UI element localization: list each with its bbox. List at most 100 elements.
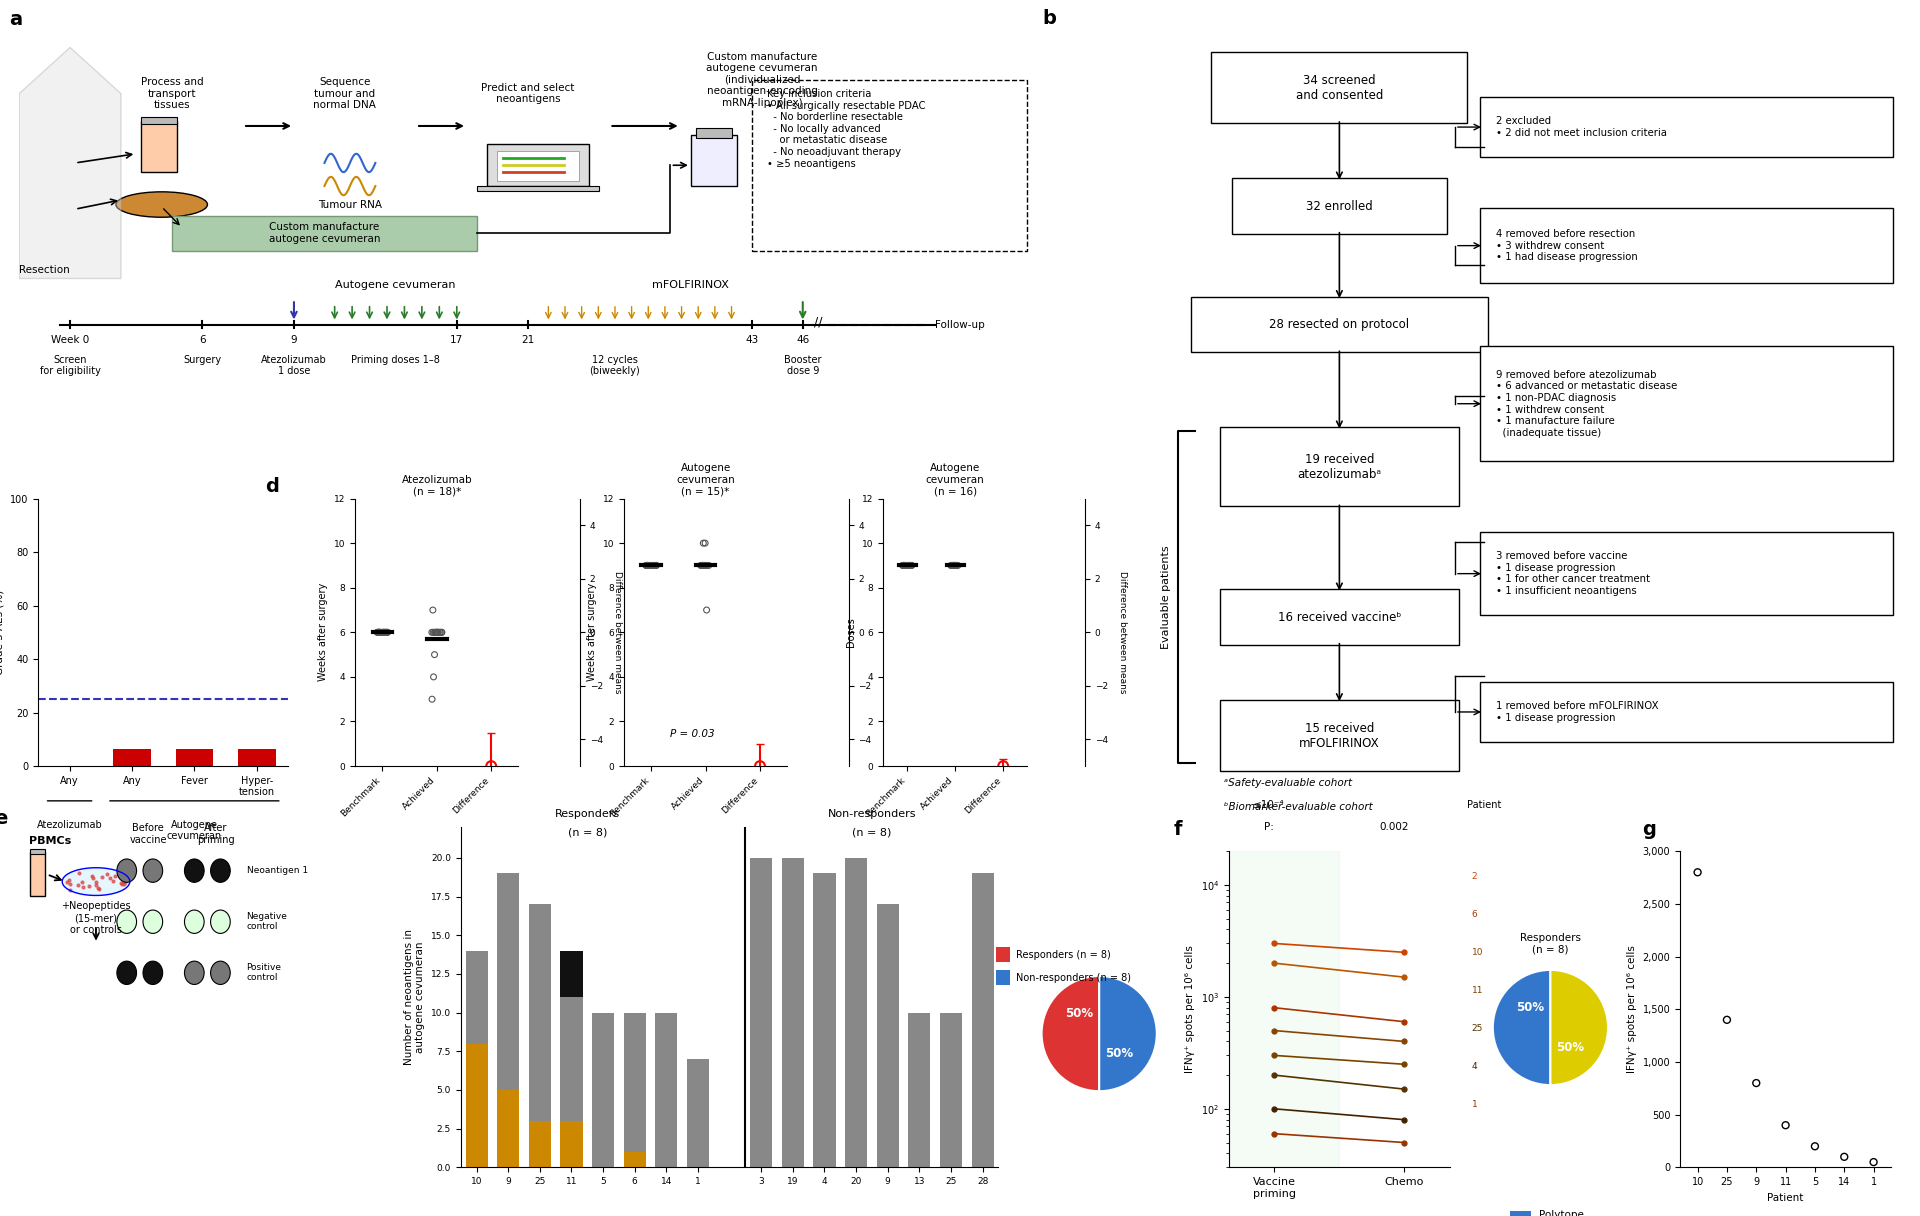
Text: 3 removed before vaccine
• 1 disease progression
• 1 for other cancer treatment
: 3 removed before vaccine • 1 disease pro…	[1496, 551, 1651, 596]
Point	[369, 623, 399, 642]
Text: 16 received vaccineᵇ: 16 received vaccineᵇ	[1277, 610, 1402, 624]
FancyBboxPatch shape	[1219, 428, 1459, 506]
Text: 25: 25	[1471, 1024, 1482, 1032]
Legend: Polytope, Monotope: Polytope, Monotope	[1505, 1206, 1596, 1216]
Text: Evaluable patients: Evaluable patients	[1162, 546, 1171, 649]
Point	[632, 556, 662, 575]
Point	[939, 556, 970, 575]
Text: Responders: Responders	[555, 809, 620, 820]
Point	[367, 623, 397, 642]
Text: 32 enrolled: 32 enrolled	[1306, 199, 1373, 213]
Point	[106, 867, 136, 886]
Point	[67, 877, 98, 896]
Point	[689, 556, 720, 575]
Point	[641, 556, 672, 575]
Bar	[528, 905, 551, 1121]
Text: +Neopeptides
(15-mer)
or controls: +Neopeptides (15-mer) or controls	[61, 901, 131, 935]
Circle shape	[211, 858, 230, 883]
Title: Autogene
cevumeran
(n = 15)*: Autogene cevumeran (n = 15)*	[676, 463, 735, 496]
Text: 15 received
mFOLFIRINOX: 15 received mFOLFIRINOX	[1300, 721, 1380, 750]
Point	[987, 756, 1018, 776]
FancyBboxPatch shape	[1480, 208, 1893, 283]
Point	[86, 867, 117, 886]
Bar	[488, 145, 589, 186]
Y-axis label: Doses: Doses	[847, 618, 856, 647]
Point	[1859, 1153, 1889, 1172]
Text: 2 excluded
• 2 did not meet inclusion criteria: 2 excluded • 2 did not meet inclusion cr…	[1496, 117, 1667, 137]
Wedge shape	[1043, 976, 1098, 1091]
Text: ≤10⁻⁴: ≤10⁻⁴	[1252, 800, 1284, 810]
Point	[63, 863, 94, 883]
Point	[417, 623, 447, 642]
Point	[476, 756, 507, 776]
Text: ᵇBiomarker-evaluable cohort: ᵇBiomarker-evaluable cohort	[1223, 801, 1373, 812]
Point	[632, 556, 662, 575]
Text: 12 cycles
(biweekly): 12 cycles (biweekly)	[589, 355, 639, 376]
Circle shape	[142, 858, 163, 883]
Text: Positive
control: Positive control	[246, 963, 282, 983]
Text: 17: 17	[449, 334, 463, 345]
Point	[685, 556, 716, 575]
Point	[691, 556, 722, 575]
Point	[371, 623, 401, 642]
Text: 9 removed before atezolizumab
• 6 advanced or metastatic disease
• 1 non-PDAC di: 9 removed before atezolizumab • 6 advanc…	[1496, 370, 1678, 438]
Point	[939, 556, 970, 575]
Text: 50%: 50%	[1517, 1001, 1544, 1014]
Bar	[781, 857, 804, 1167]
Point	[687, 556, 718, 575]
Bar	[753, 80, 1027, 250]
Point	[889, 556, 920, 575]
FancyBboxPatch shape	[1480, 347, 1893, 461]
Polygon shape	[61, 868, 131, 895]
Bar	[465, 1043, 488, 1167]
Point	[109, 873, 140, 893]
Point	[689, 556, 720, 575]
Point	[895, 556, 925, 575]
Point	[937, 556, 968, 575]
Point	[891, 556, 922, 575]
Point	[943, 556, 973, 575]
Point	[365, 623, 396, 642]
Point	[895, 556, 925, 575]
Point	[939, 556, 970, 575]
Bar	[142, 117, 177, 124]
Bar	[528, 1121, 551, 1167]
Text: 2: 2	[1471, 872, 1476, 882]
Point	[937, 556, 968, 575]
Text: 1 removed before mFOLFIRINOX
• 1 disease progression: 1 removed before mFOLFIRINOX • 1 disease…	[1496, 702, 1659, 722]
Point	[108, 874, 138, 894]
Text: 4: 4	[1471, 1062, 1476, 1071]
Point	[100, 866, 131, 885]
Point	[420, 623, 451, 642]
Text: 34 screened
and consented: 34 screened and consented	[1296, 73, 1382, 102]
Text: 4 removed before resection
• 3 withdrew consent
• 1 had disease progression: 4 removed before resection • 3 withdrew …	[1496, 229, 1638, 263]
Wedge shape	[1551, 970, 1609, 1085]
Bar	[113, 749, 150, 766]
Point	[889, 556, 920, 575]
Point	[94, 868, 125, 888]
Point	[895, 556, 925, 575]
Point	[67, 872, 98, 891]
Point	[941, 556, 972, 575]
Text: Autogene cevumeran: Autogene cevumeran	[336, 280, 455, 291]
Point	[81, 872, 111, 891]
Text: Atezolizumab: Atezolizumab	[36, 820, 102, 829]
Text: (n = 8): (n = 8)	[568, 828, 607, 838]
Point	[363, 623, 394, 642]
Point	[365, 623, 396, 642]
Text: After
priming: After priming	[198, 823, 234, 845]
Point	[897, 556, 927, 575]
Point	[424, 623, 455, 642]
Y-axis label: Weeks after surgery: Weeks after surgery	[319, 584, 328, 681]
Circle shape	[117, 961, 136, 985]
Point	[689, 534, 720, 553]
Wedge shape	[1098, 976, 1158, 1091]
Text: Responders (n = 8): Responders (n = 8)	[1016, 950, 1110, 959]
FancyBboxPatch shape	[1480, 97, 1893, 157]
Point	[1830, 1147, 1860, 1166]
Point	[937, 556, 968, 575]
Point	[426, 623, 457, 642]
Circle shape	[184, 858, 204, 883]
FancyBboxPatch shape	[1480, 533, 1893, 615]
Text: 10: 10	[1471, 947, 1482, 957]
